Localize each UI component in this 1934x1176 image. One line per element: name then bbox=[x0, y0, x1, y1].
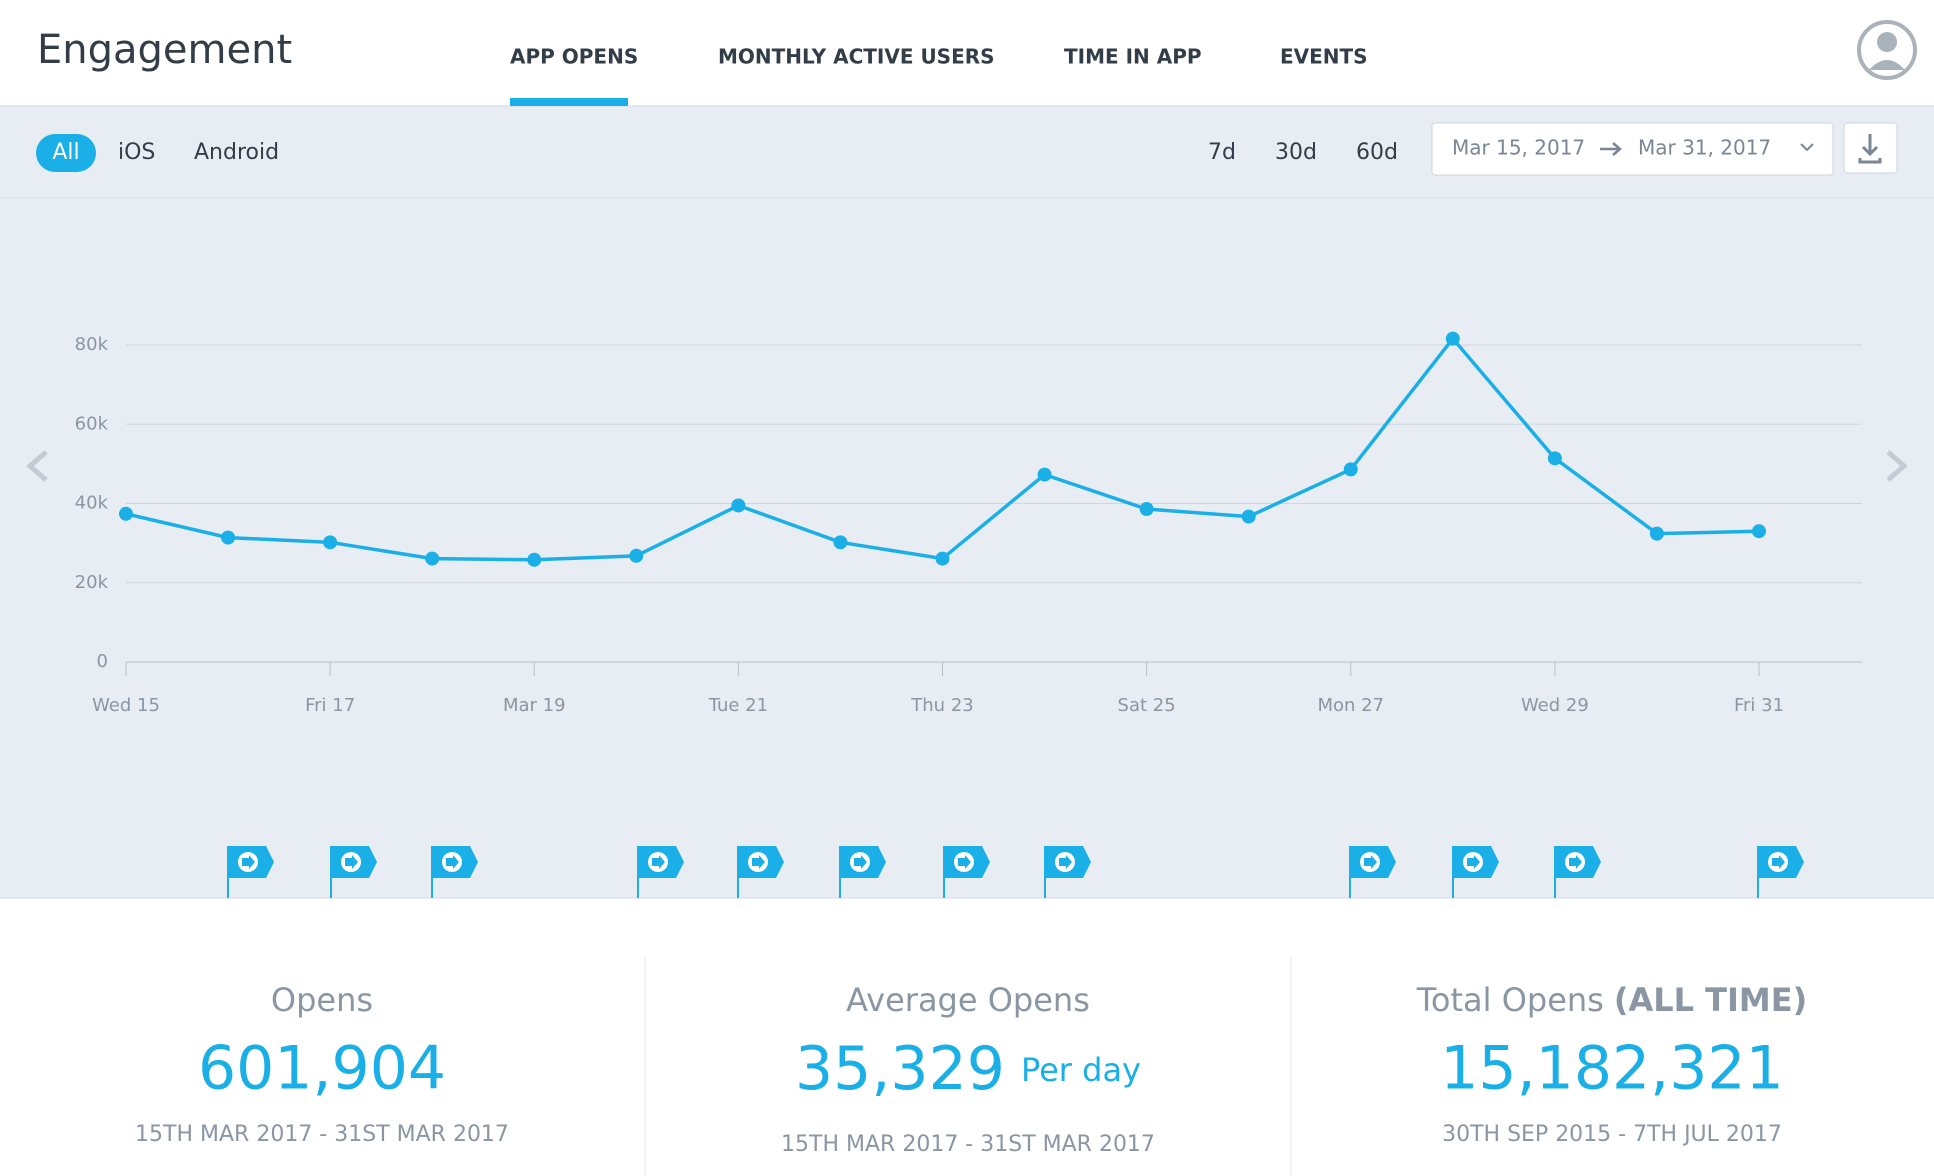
tab[interactable]: MONTHLY ACTIVE USERS bbox=[718, 45, 995, 69]
tab-underline bbox=[510, 98, 628, 106]
point bbox=[221, 530, 236, 545]
x-tick-label: Wed 29 bbox=[1521, 695, 1589, 716]
stat-unit: Per day bbox=[1021, 1051, 1141, 1089]
stat-value: 601,904 bbox=[198, 1034, 446, 1104]
range-button[interactable]: 30d bbox=[1275, 140, 1317, 165]
tab[interactable]: EVENTS bbox=[1280, 45, 1368, 69]
point bbox=[1649, 526, 1664, 541]
flag-icon-glyph bbox=[242, 855, 255, 869]
point bbox=[1752, 524, 1766, 539]
point bbox=[1037, 467, 1052, 482]
flag-icon-glyph bbox=[752, 855, 765, 869]
point bbox=[1343, 462, 1358, 477]
x-tick-label: Thu 23 bbox=[910, 695, 973, 716]
arrow-icon bbox=[1600, 142, 1622, 156]
page-title: Engagement bbox=[37, 27, 292, 73]
platform-filter[interactable]: All bbox=[52, 140, 79, 165]
date-from: Mar 15, 2017 bbox=[1452, 136, 1585, 160]
x-tick-label: Mon 27 bbox=[1317, 695, 1384, 716]
stat-range: 15TH MAR 2017 - 31ST MAR 2017 bbox=[135, 1122, 509, 1147]
y-tick-label: 60k bbox=[75, 413, 109, 434]
stat-label: Opens bbox=[271, 981, 373, 1019]
flag-icon-glyph bbox=[958, 855, 971, 869]
point bbox=[629, 548, 644, 563]
dropdown-caret bbox=[1800, 143, 1814, 152]
platform-filter[interactable]: Android bbox=[194, 140, 279, 165]
stat-value: 15,182,321 bbox=[1440, 1034, 1784, 1104]
point bbox=[527, 552, 542, 567]
x-tick-label: Fri 17 bbox=[305, 695, 355, 716]
flag-icon-glyph bbox=[345, 855, 358, 869]
point bbox=[935, 551, 950, 566]
stat-label: Total Opens bbox=[1416, 981, 1604, 1019]
tab[interactable]: APP OPENS bbox=[510, 45, 638, 69]
platform-pill[interactable] bbox=[36, 134, 96, 172]
flag-icon-glyph bbox=[652, 855, 665, 869]
header-bg bbox=[0, 0, 1934, 106]
flag-icon-glyph bbox=[1569, 855, 1582, 869]
date-picker[interactable] bbox=[1431, 122, 1834, 176]
point bbox=[1445, 331, 1460, 346]
point bbox=[1547, 451, 1562, 466]
y-tick-label: 80k bbox=[75, 334, 109, 355]
flag-icon-glyph bbox=[1772, 855, 1785, 869]
date-to: Mar 31, 2017 bbox=[1638, 136, 1771, 160]
flag-icon-glyph bbox=[446, 855, 459, 869]
point bbox=[119, 506, 133, 521]
point bbox=[833, 535, 848, 550]
chart-panel bbox=[0, 106, 1934, 898]
y-tick-label: 20k bbox=[75, 572, 109, 593]
event-flags bbox=[227, 846, 1804, 898]
point bbox=[1139, 502, 1154, 517]
stat-label-line: Total Opens (ALL TIME) bbox=[1416, 981, 1807, 1019]
next-arrow[interactable] bbox=[1886, 450, 1908, 482]
point bbox=[731, 498, 746, 513]
platform-filter[interactable]: iOS bbox=[118, 140, 155, 165]
point bbox=[1241, 509, 1256, 524]
y-tick-label: 0 bbox=[97, 651, 108, 672]
flag-icon-glyph bbox=[1059, 855, 1072, 869]
x-tick-label: Fri 31 bbox=[1734, 695, 1784, 716]
stat-range: 15TH MAR 2017 - 31ST MAR 2017 bbox=[781, 1132, 1155, 1157]
stat-label-bold: (ALL TIME) bbox=[1614, 981, 1807, 1019]
stat-value-line: 35,329 Per day bbox=[795, 1034, 1141, 1104]
flag-icon-glyph bbox=[854, 855, 867, 869]
tab[interactable]: TIME IN APP bbox=[1064, 45, 1202, 69]
stat-value: 35,329 bbox=[795, 1034, 1005, 1104]
flag-icon-glyph bbox=[1467, 855, 1480, 869]
stat-range: 30TH SEP 2015 - 7TH JUL 2017 bbox=[1442, 1122, 1782, 1147]
point bbox=[425, 551, 440, 566]
flag-icon-glyph bbox=[1364, 855, 1377, 869]
y-tick-label: 40k bbox=[75, 493, 109, 514]
range-button[interactable]: 7d bbox=[1208, 140, 1236, 165]
range-button[interactable]: 60d bbox=[1356, 140, 1398, 165]
x-tick-label: Wed 15 bbox=[92, 695, 160, 716]
x-tick-label: Mar 19 bbox=[503, 695, 566, 716]
stat-label: Average Opens bbox=[846, 981, 1090, 1019]
avatar[interactable] bbox=[1857, 20, 1917, 80]
x-tick-label: Tue 21 bbox=[708, 695, 768, 716]
point bbox=[323, 535, 338, 550]
x-tick-label: Sat 25 bbox=[1118, 695, 1176, 716]
download-icon bbox=[1858, 134, 1882, 164]
prev-arrow[interactable] bbox=[26, 450, 48, 482]
